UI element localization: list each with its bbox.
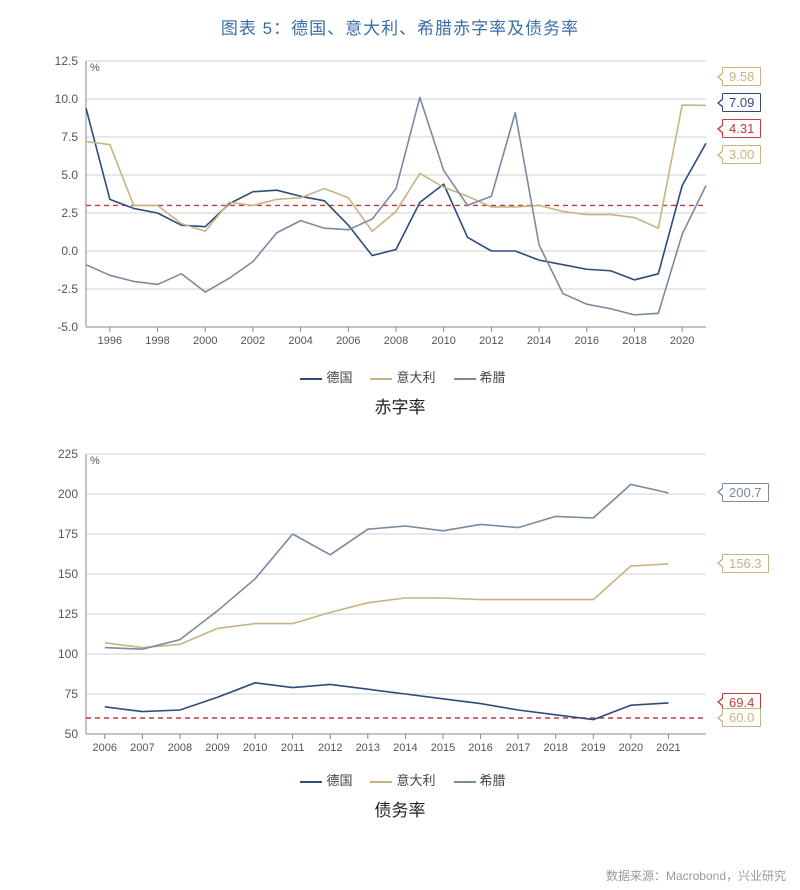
deficit-chart-svg: -5.0 -2.5 0.0 2.5 5.0 7.5 10.0 12.5% 1996 1998 200… — [0, 47, 800, 367]
svg-text:2007: 2007 — [130, 742, 154, 754]
svg-text:2013: 2013 — [356, 742, 380, 754]
legend-item: 希腊 — [448, 770, 506, 789]
source-footer: 数据来源：Macrobond，兴业研究 — [606, 867, 786, 884]
legend-item: 意大利 — [364, 770, 435, 789]
value-callout: 3.00 — [722, 145, 761, 164]
svg-text:2010: 2010 — [243, 742, 267, 754]
figure-page: { "title": "图表 5：德国、意大利、希腊赤字率及债务率", "sou… — [0, 0, 800, 890]
svg-text:125: 125 — [58, 607, 78, 621]
svg-text:5.0: 5.0 — [61, 168, 78, 182]
value-callout: 9.58 — [722, 67, 761, 86]
value-callout: 200.7 — [722, 483, 769, 502]
svg-text:75: 75 — [65, 687, 79, 701]
svg-text:100: 100 — [58, 647, 78, 661]
deficit-subtitle: 赤字率 — [0, 393, 800, 418]
deficit-legend: 德国意大利希腊 — [0, 367, 800, 386]
svg-text:2020: 2020 — [619, 742, 643, 754]
svg-text:7.5: 7.5 — [61, 130, 78, 144]
svg-text:50: 50 — [65, 727, 79, 741]
svg-text:-5.0: -5.0 — [57, 320, 78, 334]
svg-text:0.0: 0.0 — [61, 244, 78, 258]
value-callout: 7.09 — [722, 93, 761, 112]
svg-text:2010: 2010 — [431, 335, 455, 347]
svg-text:10.0: 10.0 — [55, 92, 79, 106]
svg-text:2000: 2000 — [193, 335, 217, 347]
svg-text:2016: 2016 — [575, 335, 599, 347]
svg-text:2014: 2014 — [393, 742, 417, 754]
debt-legend: 德国意大利希腊 — [0, 770, 800, 789]
svg-text:2006: 2006 — [93, 742, 117, 754]
legend-item: 意大利 — [364, 367, 435, 386]
svg-text:2020: 2020 — [670, 335, 694, 347]
svg-text:2014: 2014 — [527, 335, 551, 347]
svg-text:2002: 2002 — [241, 335, 265, 347]
value-callout: 60.0 — [722, 708, 761, 727]
svg-text:2004: 2004 — [288, 335, 312, 347]
svg-text:%: % — [90, 455, 100, 467]
svg-text:2006: 2006 — [336, 335, 360, 347]
svg-text:200: 200 — [58, 487, 78, 501]
value-callout: 156.3 — [722, 554, 769, 573]
figure-title: 图表 5：德国、意大利、希腊赤字率及债务率 — [0, 0, 800, 39]
svg-text:-2.5: -2.5 — [57, 282, 78, 296]
svg-text:2012: 2012 — [318, 742, 342, 754]
svg-text:2009: 2009 — [205, 742, 229, 754]
svg-text:2018: 2018 — [543, 742, 567, 754]
svg-text:1996: 1996 — [98, 335, 122, 347]
svg-text:2008: 2008 — [384, 335, 408, 347]
deficit-chart: -5.0 -2.5 0.0 2.5 5.0 7.5 10.0 12.5% 1996 1998 200… — [0, 47, 800, 387]
svg-text:2.5: 2.5 — [61, 206, 78, 220]
svg-text:2017: 2017 — [506, 742, 530, 754]
value-callout: 4.31 — [722, 119, 761, 138]
svg-text:150: 150 — [58, 567, 78, 581]
svg-text:2015: 2015 — [431, 742, 455, 754]
debt-chart: 50 75 100 125 150 175 200 225% 2006 2007 2008 2009 2… — [0, 440, 800, 790]
debt-chart-svg: 50 75 100 125 150 175 200 225% 2006 2007 2008 2009 2… — [0, 440, 800, 770]
debt-subtitle: 债务率 — [0, 796, 800, 821]
svg-text:2012: 2012 — [479, 335, 503, 347]
legend-item: 德国 — [294, 770, 352, 789]
svg-text:175: 175 — [58, 527, 78, 541]
svg-text:2016: 2016 — [468, 742, 492, 754]
svg-text:2019: 2019 — [581, 742, 605, 754]
legend-item: 德国 — [294, 367, 352, 386]
svg-text:%: % — [90, 62, 100, 74]
legend-item: 希腊 — [448, 367, 506, 386]
svg-text:2021: 2021 — [656, 742, 680, 754]
svg-text:2011: 2011 — [281, 742, 305, 754]
svg-text:2018: 2018 — [622, 335, 646, 347]
svg-text:2008: 2008 — [168, 742, 192, 754]
svg-text:225: 225 — [58, 447, 78, 461]
svg-text:1998: 1998 — [145, 335, 169, 347]
svg-text:12.5: 12.5 — [55, 54, 79, 68]
